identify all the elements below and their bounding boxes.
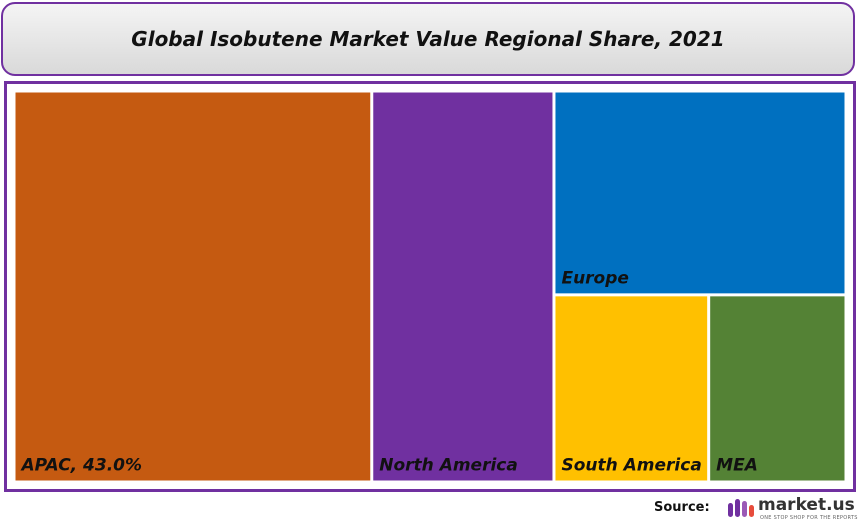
chart-frame: APAC, 43.0% North America Europe South Amer… [4,81,856,492]
treemap-label-apac: APAC, 43.0% [20,456,143,476]
market-us-logo: market.us ONE STOP SHOP FOR THE REPORTS [727,495,859,522]
treemap-tile-south-america [555,296,708,481]
treemap-tile-mea [710,296,845,481]
brand-name: market.us [758,495,855,515]
source-label: Source: [654,500,710,515]
chart-title: Global Isobutene Market Value Regional S… [131,27,725,51]
treemap-label-north-america: North America [379,456,518,476]
brand-tagline: ONE STOP SHOP FOR THE REPORTS [760,515,858,521]
treemap-tile-apac [15,92,371,481]
treemap-tile-north-america [373,92,553,481]
brand-icon [728,499,754,517]
treemap-label-mea: MEA [716,456,758,476]
treemap-label-south-america: South America [561,456,701,476]
treemap-chart: APAC, 43.0% North America Europe South Amer… [15,92,845,481]
chart-title-box: Global Isobutene Market Value Regional S… [1,2,855,76]
treemap-label-europe: Europe [561,268,628,288]
treemap-tile-europe [555,92,845,294]
